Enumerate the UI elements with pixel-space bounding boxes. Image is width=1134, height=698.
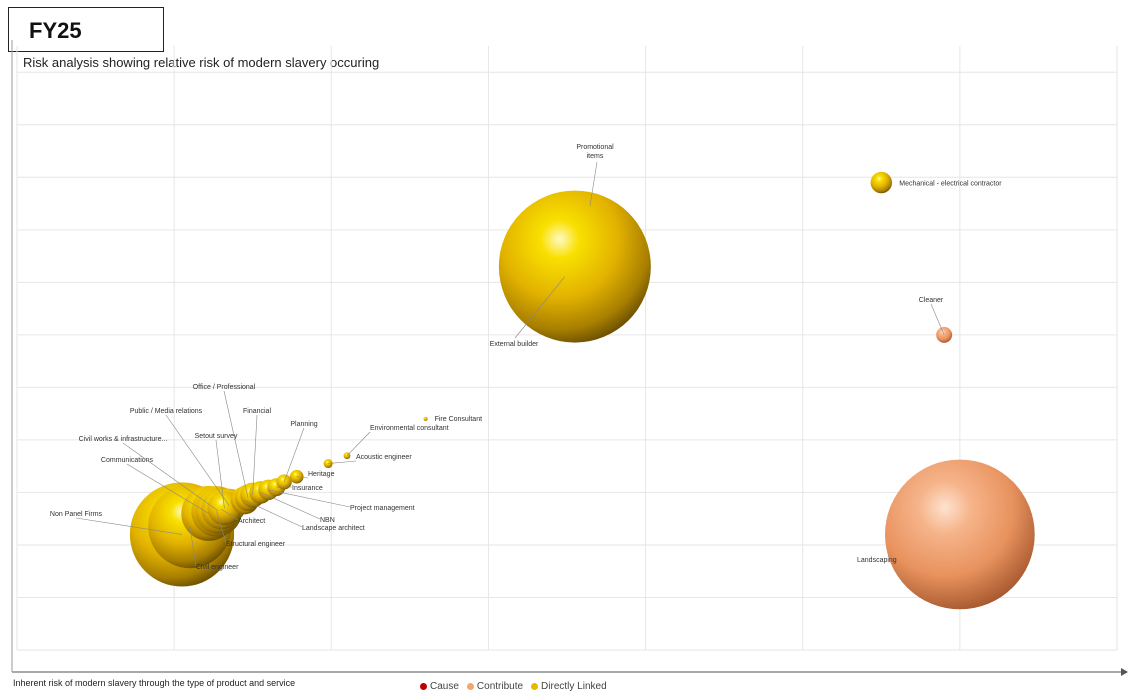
leader-line-architect [221, 508, 239, 521]
leader-line-nbn [260, 492, 321, 520]
bubble-label-non-panel-firms: Non Panel Firms [50, 511, 103, 518]
bubble-label-civil-works-infrastructure: Civil works & infrastructure... [79, 436, 168, 443]
leader-line-public-media-relations [165, 414, 230, 506]
bubble-landscaping [885, 459, 1035, 610]
bubble-label-communications: Communications [101, 457, 154, 464]
bubble-label-acoustic-engineer: Acoustic engineer [356, 454, 412, 461]
bubble-label-landscape-architect: Landscape architect [302, 525, 365, 532]
bubble-label-promotional-items-line: Promotional [576, 144, 614, 151]
bubble-label-public-media-relations: Public / Media relations [130, 408, 203, 415]
legend-label-cause: Cause [430, 681, 459, 692]
leader-line-structural-engineer [216, 511, 227, 544]
leader-line-promotional-items [589, 161, 598, 207]
bubble-label-heritage: Heritage [308, 471, 335, 478]
legend-marker-cause [420, 683, 427, 690]
legend-marker-directly-linked [531, 683, 539, 690]
leader-line-setout-survey [215, 439, 225, 509]
legend-item-directly-linked: Directly Linked [531, 681, 607, 692]
leader-line-heritage [296, 476, 309, 479]
bubble-fire-consultant [423, 416, 428, 421]
legend-label-directly-linked: Directly Linked [541, 681, 607, 692]
legend-label-contribute: Contribute [476, 681, 524, 692]
bubble-mechanical-electrical-contractor [870, 171, 893, 194]
leader-line-project-management [268, 489, 351, 508]
bubble-labels: Landscaping Non Panel Firms Civil engineer… [50, 144, 1002, 571]
bubble-label-financial: Financial [243, 408, 271, 415]
leader-line-office-professional [223, 390, 249, 498]
leader-line-communications [126, 463, 209, 514]
leader-line-civil-works-infrastructure [122, 442, 219, 512]
bubble-label-planning: Planning [290, 421, 317, 428]
legend-item-contribute: Contribute [466, 681, 524, 692]
leader-line-financial [252, 414, 258, 496]
leader-line-planning [283, 427, 305, 483]
bubble-label-nbn: NBN [320, 517, 335, 524]
leader-line-external-builder [514, 276, 566, 339]
bubble-label-cleaner: Cleaner [919, 297, 944, 304]
bubble-label-landscaping: Landscaping [857, 557, 897, 564]
leader-line-civil-engineer [189, 526, 197, 567]
bubble-label-civil-engineer: Civil engineer [196, 564, 239, 571]
leader-line-acoustic-engineer [328, 460, 357, 464]
leader-line-non-panel-firms [75, 517, 183, 535]
legend-item-cause: Cause [420, 681, 459, 692]
bubble-label-project-management: Project management [350, 505, 415, 512]
bubble-label-architect: Architect [238, 518, 265, 525]
bubble-label-promotional-items-line: items [587, 153, 604, 160]
legend: Cause Contribute Directly Linked [420, 681, 607, 692]
fiscal-year-box: FY25 [8, 7, 164, 52]
bubble-label-office-professional: Office / Professional [193, 384, 256, 391]
bubble-label-structural-engineer: Structural engineer [226, 541, 286, 548]
bubble-label-setout-survey: Setout survey [195, 433, 238, 440]
bubble-label-insurance: Insurance [292, 485, 323, 492]
fiscal-year-label: FY25 [29, 18, 82, 43]
bubble-label-fire-consultant: Fire Consultant [435, 416, 483, 423]
chart-title: Risk analysis showing relative risk of m… [23, 55, 380, 70]
leader-line-cleaner [930, 303, 945, 335]
leader-line-landscape-architect [244, 500, 303, 528]
legend-marker-contribute [466, 683, 474, 690]
bubble-promotional-items [498, 190, 651, 343]
axes [11, 40, 1128, 676]
bubble-label-mechanical-electrical-contractor: Mechanical - electrical contractor [899, 181, 1002, 188]
leader-line-environmental-consultant [346, 431, 371, 456]
x-axis-arrowhead [1121, 668, 1128, 676]
bubble-label-external-builder: External builder [490, 341, 539, 348]
bubble-label-environmental-consultant: Environmental consultant [370, 425, 449, 432]
x-axis-title: Inherent risk of modern slavery through … [13, 678, 296, 688]
